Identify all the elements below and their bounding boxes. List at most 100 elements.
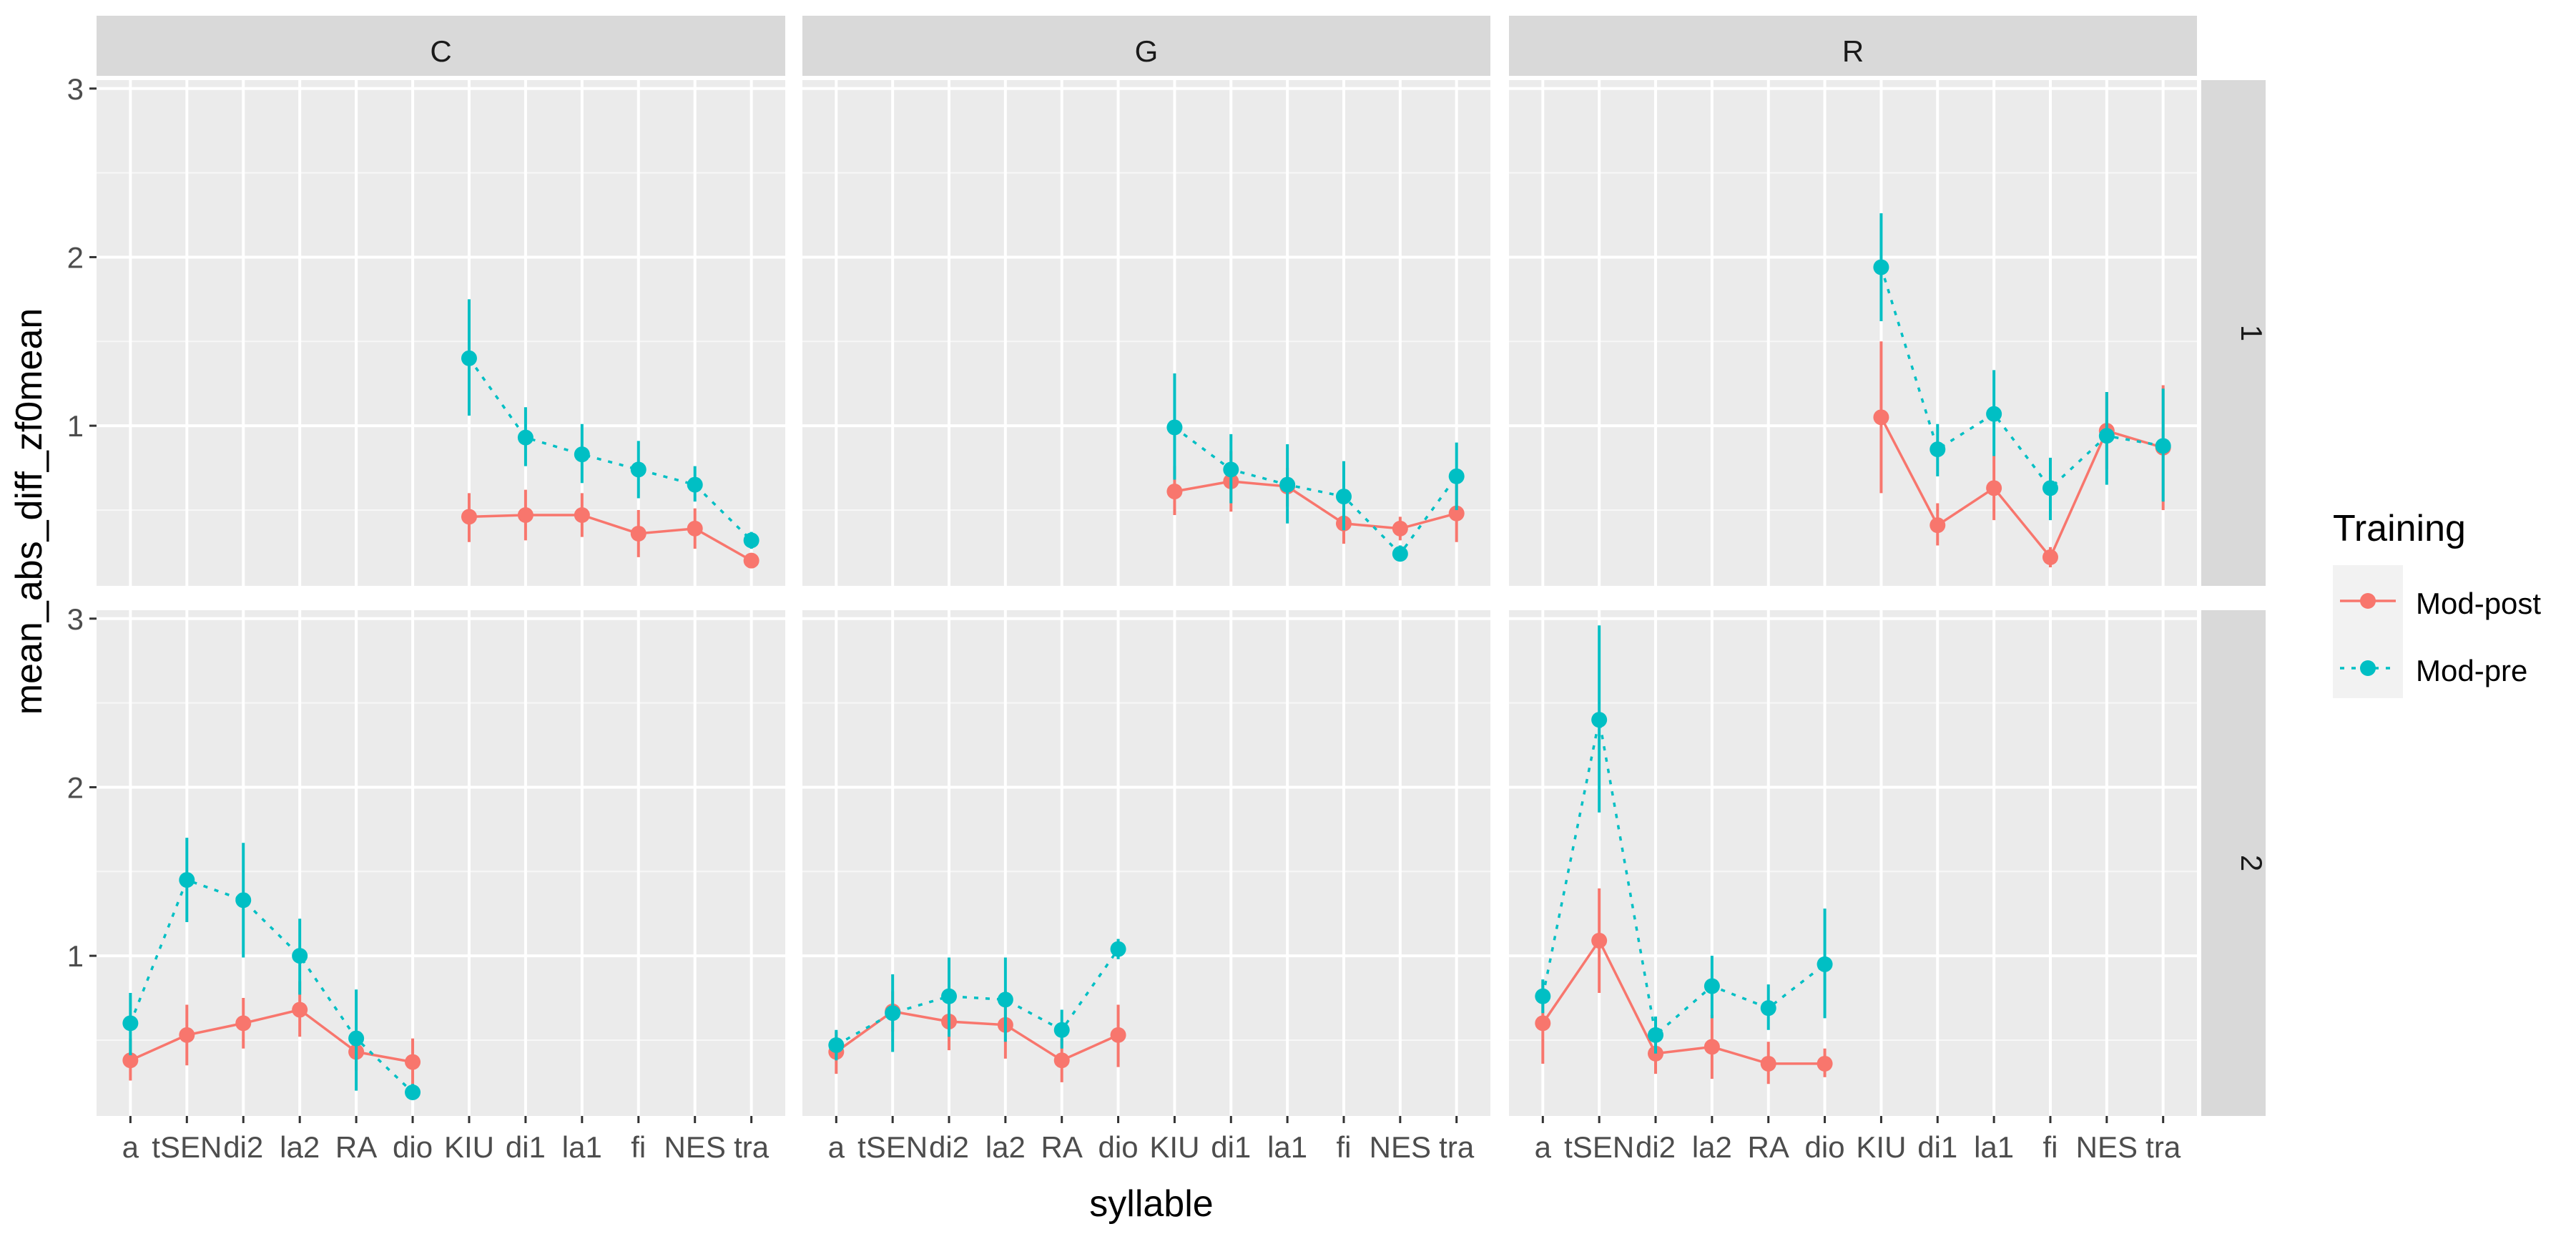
legend-key-mod-post	[2340, 593, 2396, 609]
strip-label-C: C	[430, 34, 451, 68]
x-axis-C: a tSEN di2 la2 RA dio KIU di1 la1 fi NES tra	[122, 1116, 770, 1164]
strip-background	[2201, 610, 2266, 1116]
series-line	[1174, 480, 1457, 530]
y-axis-title: mean_abs_diff_zf0mean	[9, 308, 50, 715]
data-point	[405, 1054, 421, 1070]
data-point	[1223, 461, 1239, 478]
panel-R-1	[1509, 80, 2197, 586]
x-tick-label: dio	[1805, 1130, 1845, 1164]
x-tick-label: la1	[562, 1130, 602, 1164]
strip-column-R: R	[1509, 16, 2197, 76]
strip-row-1: 1	[2201, 80, 2268, 586]
x-tick-label: di1	[1211, 1130, 1251, 1164]
x-tick-label: tra	[1439, 1130, 1475, 1164]
x-tick-label: la1	[1974, 1130, 2014, 1164]
strips-layer: C G R 1 2	[97, 16, 2268, 1116]
data-point	[1448, 505, 1465, 521]
strip-label-R: R	[1842, 34, 1864, 68]
x-tick-label: a	[1535, 1130, 1552, 1164]
data-point	[517, 507, 534, 524]
legend-key-background	[2333, 565, 2403, 698]
series-line	[1879, 416, 2164, 560]
data-point	[405, 1084, 421, 1101]
y-axis-row-1: 1 2 3	[67, 72, 97, 443]
series-mod-pre	[1535, 625, 1833, 1054]
y-tick-label: 2	[67, 240, 84, 274]
data-point	[1817, 956, 1833, 972]
x-tick-label: la2	[1692, 1130, 1732, 1164]
data-point	[885, 1005, 901, 1022]
x-tick-label: a	[122, 1130, 139, 1164]
panel-C-1	[97, 80, 785, 586]
data-point	[1279, 476, 1296, 493]
data-point	[828, 1037, 845, 1054]
data-point	[517, 429, 534, 446]
data-point	[122, 1052, 139, 1069]
data-point	[2098, 428, 2115, 444]
data-point	[1110, 941, 1126, 957]
data-point	[1591, 932, 1608, 949]
legend-key-point	[2360, 660, 2376, 676]
series-line	[1541, 938, 1825, 1065]
panel-R-2	[1509, 610, 2197, 1116]
x-tick-label: RA	[335, 1130, 377, 1164]
x-axis-G: a tSEN di2 la2 RA dio KIU di1 la1 fi NES tra	[828, 1116, 1475, 1164]
x-tick-label: fi	[1336, 1130, 1351, 1164]
x-tick-label: tra	[2145, 1130, 2181, 1164]
data-point	[630, 525, 647, 542]
x-tick-label: NES	[2076, 1130, 2138, 1164]
x-tick-label: KIU	[1149, 1130, 1199, 1164]
x-tick-label: di2	[929, 1130, 969, 1164]
legend-key-mod-pre	[2340, 660, 2396, 676]
data-point	[1986, 480, 2002, 496]
strip-column-C: C	[97, 16, 785, 76]
data-point	[1760, 1055, 1776, 1072]
data-point	[1929, 517, 1946, 534]
series-mod-pre	[1873, 213, 2171, 521]
panel-C-2	[97, 610, 785, 1116]
legend-label-mod-pre: Mod-pre	[2416, 654, 2527, 687]
x-tick-label: fi	[2042, 1130, 2058, 1164]
data-point	[235, 892, 252, 909]
x-axis-title: syllable	[1089, 1183, 1213, 1225]
panel-G-1	[802, 80, 1490, 586]
x-tick-label: KIU	[1856, 1130, 1906, 1164]
series-mod-pre	[1166, 373, 1465, 562]
x-tick-label: di1	[506, 1130, 546, 1164]
data-point	[1166, 419, 1183, 436]
legend: Training Mod-post Mod-pre	[2333, 508, 2541, 698]
data-point	[348, 1030, 365, 1047]
data-point	[461, 350, 477, 366]
data-point	[1448, 468, 1465, 484]
strip-label-G: G	[1135, 34, 1159, 68]
series-mod-post	[1535, 888, 1833, 1084]
series-mod-post	[461, 489, 759, 569]
x-tick-label: di2	[1636, 1130, 1676, 1164]
data-point	[1704, 1039, 1720, 1055]
data-point	[1392, 520, 1408, 537]
data-point	[2042, 480, 2058, 496]
data-point	[1535, 1015, 1551, 1032]
data-point	[941, 988, 958, 1004]
data-point	[292, 948, 308, 964]
data-point	[1986, 406, 2002, 422]
series-mod-pre	[122, 838, 421, 1101]
x-tick-label: KIU	[444, 1130, 494, 1164]
data-point	[1873, 409, 1889, 426]
data-point	[179, 1027, 195, 1043]
y-tick-label: 1	[67, 409, 84, 443]
strip-background	[97, 16, 785, 76]
data-point	[235, 1015, 252, 1032]
panel-G-2	[802, 610, 1490, 1116]
legend-key-point	[2360, 593, 2376, 609]
legend-title: Training	[2333, 508, 2466, 549]
data-point	[2155, 438, 2171, 454]
data-point	[574, 446, 590, 463]
data-point	[687, 520, 703, 537]
x-tick-label: dio	[1098, 1130, 1139, 1164]
x-tick-label: di2	[223, 1130, 263, 1164]
panel-background	[1509, 80, 2197, 586]
x-tick-label: la1	[1267, 1130, 1307, 1164]
x-tick-label: NES	[1370, 1130, 1431, 1164]
